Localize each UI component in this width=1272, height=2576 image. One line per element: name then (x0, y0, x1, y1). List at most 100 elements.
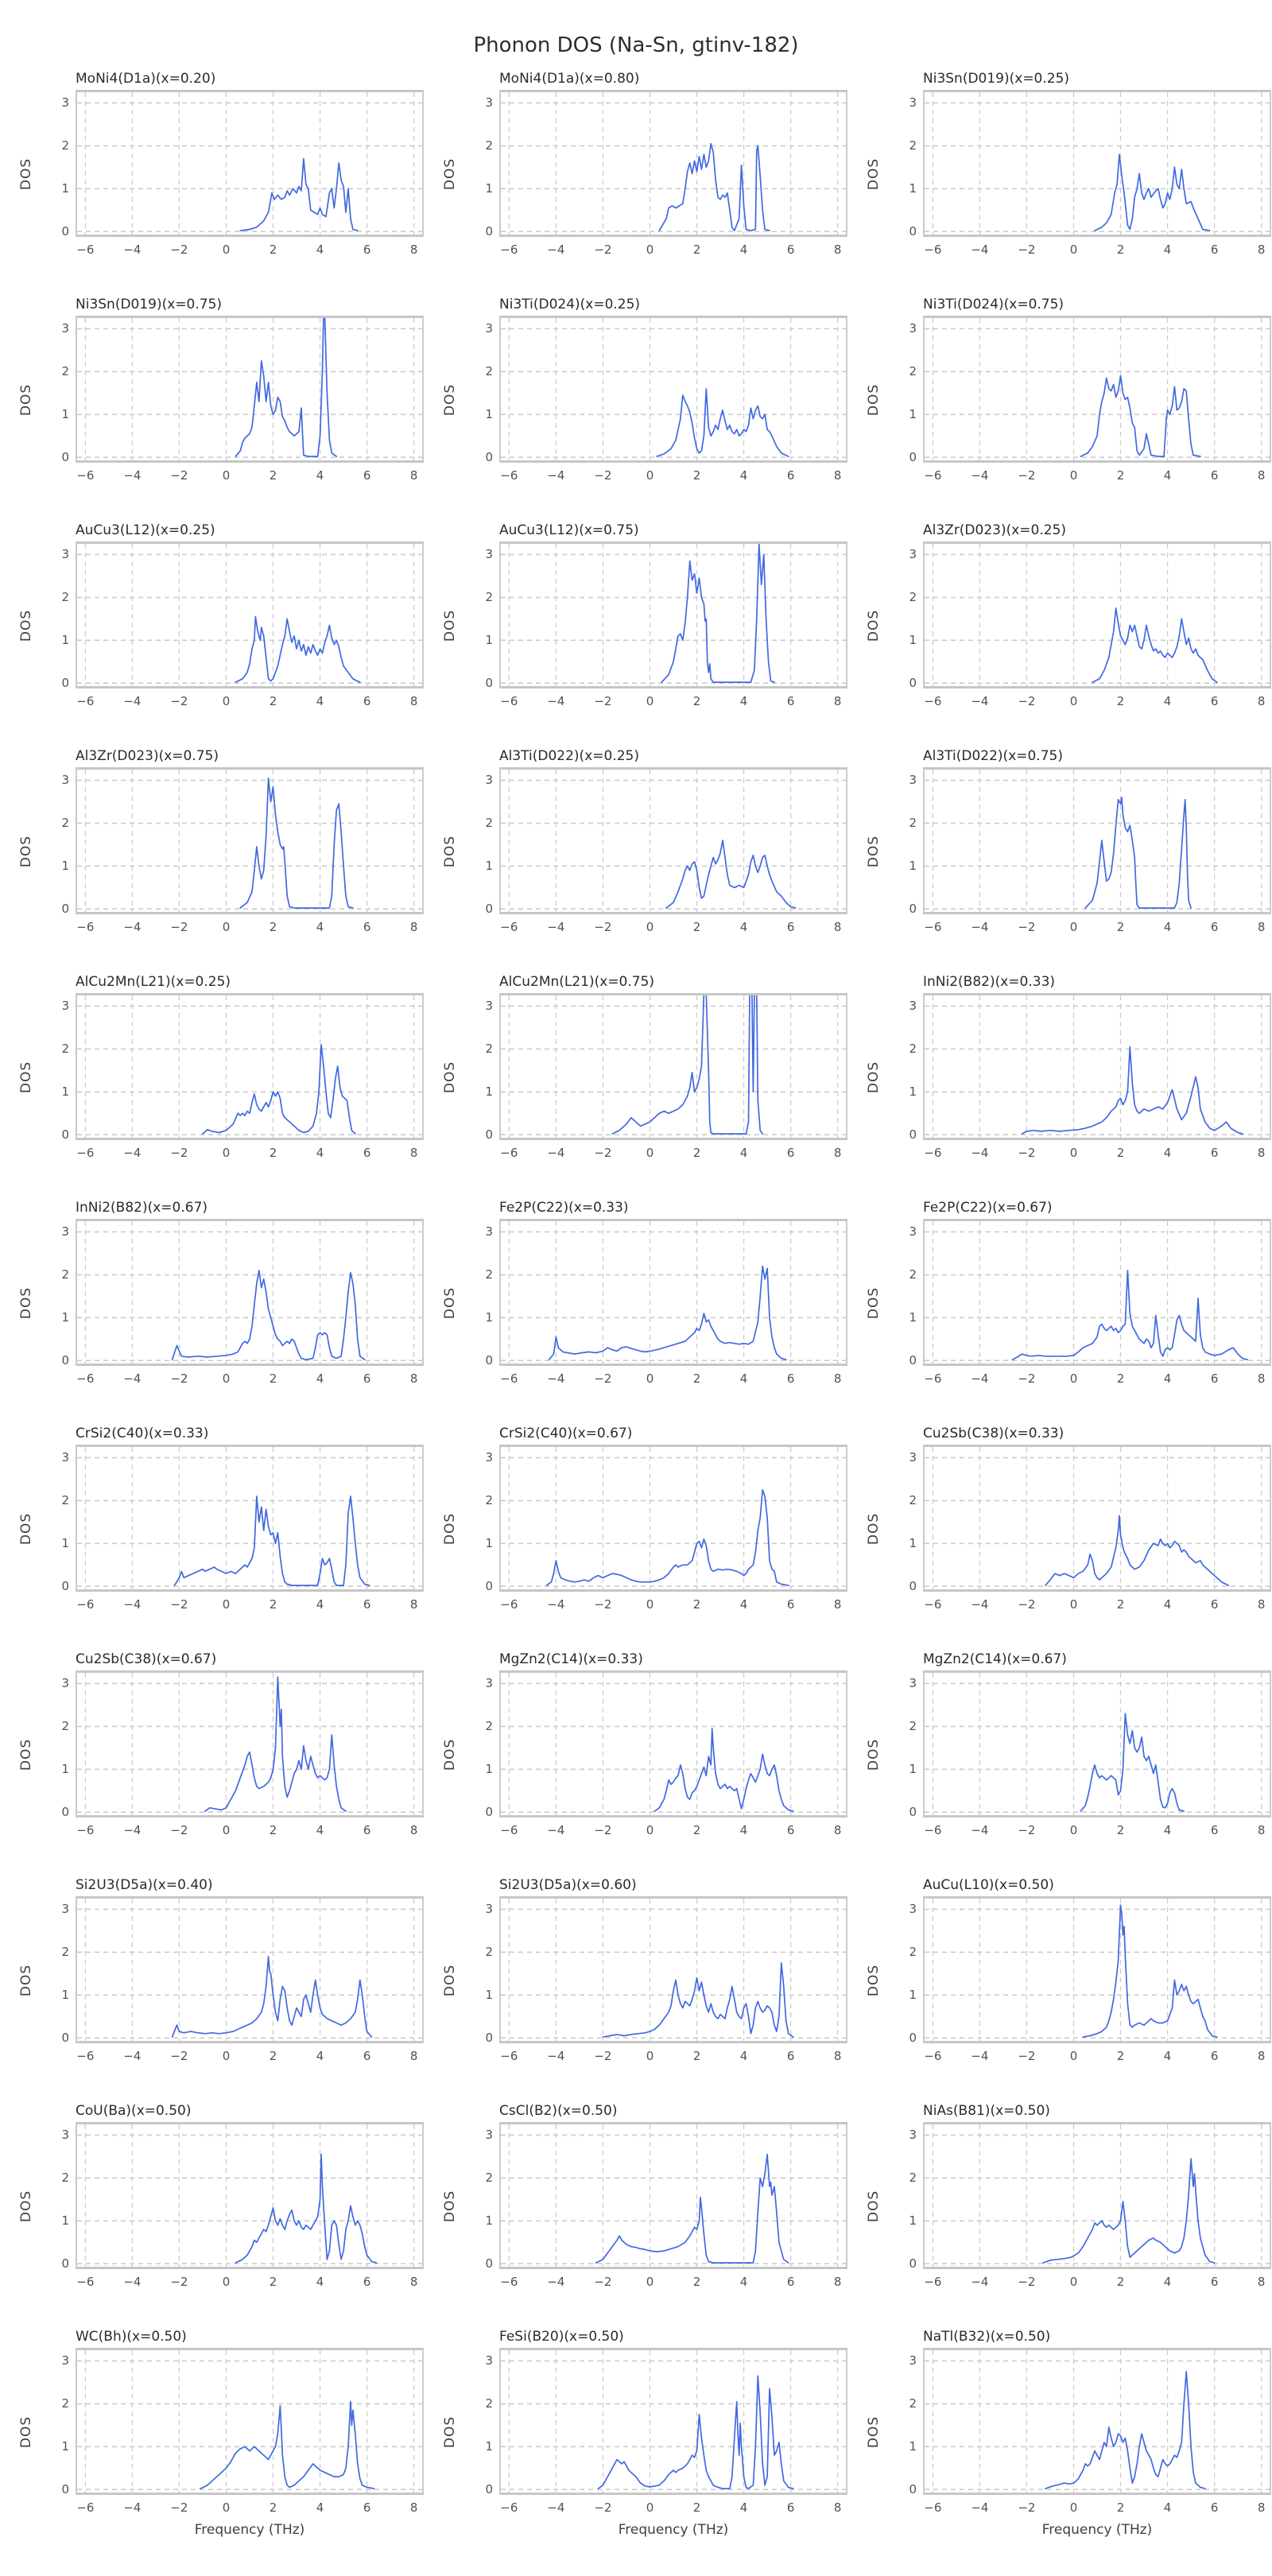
y-tick-label: 1 (909, 2213, 917, 2229)
x-tick-label: −4 (547, 694, 565, 708)
plot-area-wrap: DOS 0 1 2 3 −6 −4 −2 0 2 4 6 8 (18, 1896, 424, 2064)
x-axis-label: Frequency (THz) (194, 2522, 305, 2538)
y-tick-label: 2 (61, 590, 69, 605)
x-tick-label: −2 (1018, 920, 1036, 934)
subplot-title: InNi2(B82)(x=0.67) (76, 1200, 208, 1216)
y-tick-label: 0 (61, 450, 69, 465)
x-tick-label: 4 (1163, 1371, 1172, 1386)
plot-area-wrap: DOS 0 1 2 3 −6 −4 −2 0 2 4 6 8 (442, 90, 847, 258)
x-tick-label: 0 (1069, 2049, 1078, 2063)
y-tick-label: 2 (485, 2396, 493, 2411)
x-tick-label: 2 (1116, 468, 1125, 483)
x-tick-label: 6 (363, 2275, 371, 2289)
plot-area-wrap: DOS 0 1 2 3 −6 −4 −2 0 2 4 6 8 (18, 541, 424, 709)
x-tick-row: −6 −4 −2 0 2 4 6 8 (76, 463, 424, 483)
y-tick-label: 2 (485, 1493, 493, 1508)
x-tick-label: 2 (269, 2275, 277, 2289)
x-tick-row: −6 −4 −2 0 2 4 6 8 (499, 1818, 847, 1838)
x-tick-label: 0 (222, 242, 231, 257)
y-tick-label: 3 (485, 95, 493, 111)
x-tick-label: 4 (316, 1371, 324, 1386)
y-axis-label: DOS (18, 2190, 34, 2222)
plot-box (923, 2122, 1271, 2269)
x-tick-label: 4 (316, 1823, 324, 1837)
x-tick-label: −6 (500, 1146, 518, 1160)
x-tick-label: −6 (76, 468, 95, 483)
y-tick-label: 0 (485, 450, 493, 465)
x-tick-label: 4 (739, 920, 748, 934)
y-tick-label: 0 (61, 2031, 69, 2046)
y-tick-label: 1 (485, 181, 493, 196)
x-tick-row: −6 −4 −2 0 2 4 6 8 (923, 914, 1271, 935)
x-tick-label: 6 (1210, 1371, 1219, 1386)
subplot-title: InNi2(B82)(x=0.33) (923, 974, 1056, 990)
y-tick-label: 2 (485, 364, 493, 379)
x-tick-label: −2 (1018, 1371, 1036, 1386)
subplot-title: Fe2P(C22)(x=0.67) (923, 1200, 1053, 1216)
plot-box (923, 1219, 1271, 1366)
x-tick-label: 2 (1116, 1823, 1125, 1837)
x-tick-label: 8 (1257, 1597, 1266, 1612)
dos-curve (658, 142, 770, 231)
y-tick-label: 2 (61, 816, 69, 831)
x-tick-label: 6 (363, 468, 371, 483)
x-tick-label: 0 (646, 1146, 654, 1160)
x-tick-label: 6 (1210, 242, 1219, 257)
x-tick-label: 8 (1257, 2275, 1266, 2289)
dos-curve (1045, 2371, 1206, 2489)
x-tick-label: 2 (269, 1597, 277, 1612)
x-tick-label: 8 (833, 242, 842, 257)
y-tick-label: 1 (61, 181, 69, 196)
x-tick-label: 4 (316, 242, 324, 257)
y-tick-label: 0 (909, 1579, 917, 1594)
plot-box (923, 316, 1271, 463)
x-tick-label: 8 (409, 1597, 418, 1612)
x-tick-label: 2 (692, 2049, 701, 2063)
x-tick-label: −6 (500, 1371, 518, 1386)
plot-area-wrap: DOS 0 1 2 3 −6 −4 −2 0 2 4 6 8 (18, 1670, 424, 1838)
x-tick-label: −2 (170, 468, 188, 483)
x-tick-label: −4 (547, 920, 565, 934)
plot-box (499, 1896, 847, 2043)
subplot-title: AlCu2Mn(L21)(x=0.25) (76, 974, 231, 990)
y-tick-label: 1 (485, 1762, 493, 1777)
x-tick-label: 0 (1069, 1597, 1078, 1612)
y-axis-label: DOS (442, 383, 458, 416)
dos-curve (171, 1955, 373, 2038)
x-tick-label: 0 (1069, 1371, 1078, 1386)
dos-curve (1042, 2158, 1216, 2264)
dos-plot-svg (77, 92, 422, 235)
y-tick-label: 3 (61, 2128, 69, 2143)
y-tick-label: 1 (485, 1310, 493, 1325)
subplot: InNi2(B82)(x=0.67) DOS 0 1 2 3 −6 −4 −2 0 2 4 6 8 (0, 1199, 424, 1387)
subplot: Al3Zr(D023)(x=0.25) DOS 0 1 2 3 −6 −4 −2 0 2 4 6 8 (847, 522, 1272, 709)
x-tick-label: 4 (739, 2500, 748, 2515)
x-tick-label: −2 (594, 2500, 612, 2515)
y-tick-label: 3 (485, 2353, 493, 2368)
y-tick-label: 1 (61, 859, 69, 874)
y-axis-label: DOS (18, 1512, 34, 1545)
y-tick-label: 3 (909, 2128, 917, 2143)
dos-curve (173, 1496, 370, 1586)
x-tick-label: 0 (222, 1371, 231, 1386)
x-tick-label: −4 (547, 1146, 565, 1160)
plot-box (923, 2348, 1271, 2495)
y-tick-label: 3 (61, 999, 69, 1014)
x-tick-label: 8 (1257, 2500, 1266, 2515)
y-axis-label: DOS (866, 1738, 882, 1771)
y-tick-label: 3 (61, 1450, 69, 1465)
subplot: Cu2Sb(C38)(x=0.67) DOS 0 1 2 3 −6 −4 −2 0 2 4 6 8 (0, 1651, 424, 1838)
subplot-title: AlCu2Mn(L21)(x=0.75) (499, 974, 655, 990)
x-tick-label: 4 (739, 2049, 748, 2063)
y-tick-label: 2 (909, 590, 917, 605)
plot-area-wrap: DOS 0 1 2 3 −6 −4 −2 0 2 4 6 8 (442, 1670, 847, 1838)
subplot: CrSi2(C40)(x=0.67) DOS 0 1 2 3 −6 −4 −2 0 2 4 6 8 (424, 1425, 847, 1612)
x-tick-label: 0 (1069, 920, 1078, 934)
x-tick-label: 2 (692, 1597, 701, 1612)
y-tick-label: 3 (61, 1902, 69, 1917)
dos-curve (1045, 1515, 1230, 1586)
y-tick-label: 1 (909, 859, 917, 874)
x-tick-label: 4 (1163, 920, 1172, 934)
plot-area-wrap: DOS 0 1 2 3 −6 −4 −2 0 2 4 6 8 (442, 2348, 847, 2516)
x-tick-label: 6 (786, 468, 795, 483)
